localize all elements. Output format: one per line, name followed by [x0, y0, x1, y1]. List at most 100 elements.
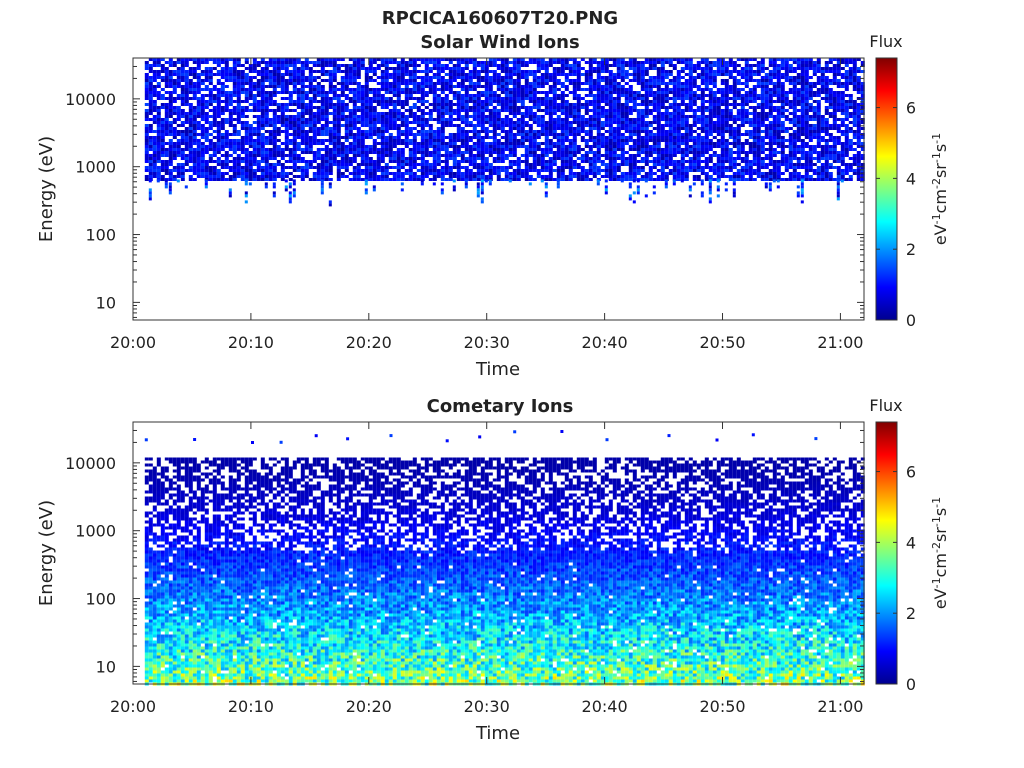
heatmap-cell [705, 124, 709, 127]
heatmap-cell [389, 118, 393, 121]
heatmap-cell [597, 73, 601, 76]
heatmap-cell [393, 67, 397, 70]
heatmap-cell [153, 139, 157, 142]
heatmap-cell [785, 118, 789, 121]
heatmap-cell [637, 112, 641, 115]
heatmap-cell [185, 91, 189, 94]
heatmap-cell [257, 109, 261, 112]
heatmap-cell [433, 100, 437, 103]
heatmap-cell [445, 94, 449, 97]
heatmap-cell [581, 82, 585, 85]
heatmap-cell [297, 73, 301, 76]
heatmap-cell [549, 121, 553, 124]
heatmap-cell [209, 139, 213, 142]
heatmap-cell [321, 157, 325, 160]
heatmap-cell [761, 130, 765, 133]
heatmap-cell [329, 121, 333, 124]
heatmap-cell [681, 109, 685, 112]
heatmap-cell [301, 85, 305, 88]
heatmap-cell [725, 82, 729, 85]
heatmap-cell [833, 79, 837, 82]
heatmap-cell [713, 124, 717, 127]
heatmap-cell [561, 133, 565, 136]
heatmap-cell [281, 157, 285, 160]
heatmap-cell [593, 79, 597, 82]
heatmap-cell [597, 130, 601, 133]
heatmap-cell [321, 124, 325, 127]
heatmap-cell [269, 103, 273, 106]
heatmap-cell [537, 64, 541, 67]
heatmap-cell [813, 124, 817, 127]
heatmap-cell [373, 88, 377, 91]
heatmap-cell [669, 145, 673, 148]
heatmap-cell [789, 127, 793, 130]
heatmap-cell [769, 127, 773, 130]
heatmap-cell [809, 127, 813, 130]
heatmap-cell [729, 85, 733, 88]
heatmap-cell [169, 73, 173, 76]
heatmap-cell [521, 61, 525, 64]
heatmap-cell [285, 67, 289, 70]
heatmap-cell [465, 61, 469, 64]
heatmap-cell [165, 148, 169, 151]
heatmap-cell [833, 70, 837, 73]
heatmap-cell [765, 115, 769, 118]
heatmap-cell [241, 145, 245, 148]
heatmap-cell [201, 106, 205, 109]
heatmap-cell [777, 76, 781, 79]
heatmap-cell [509, 70, 513, 73]
heatmap-cell [441, 64, 445, 67]
heatmap-cell [629, 88, 633, 91]
heatmap-cell [249, 85, 253, 88]
heatmap-cell [225, 157, 229, 160]
heatmap-cell [157, 136, 161, 139]
heatmap-cell [761, 70, 765, 73]
heatmap-cell [305, 124, 309, 127]
heatmap-cell [805, 91, 809, 94]
heatmap-cell [781, 142, 785, 145]
heatmap-cell [173, 73, 177, 76]
heatmap-cell [329, 85, 333, 88]
heatmap-cell [461, 118, 465, 121]
heatmap-cell [241, 112, 245, 115]
heatmap-cell [761, 67, 765, 70]
heatmap-cell [597, 121, 601, 124]
heatmap-cell [645, 142, 649, 145]
heatmap-cell [445, 118, 449, 121]
heatmap-cell [377, 82, 381, 85]
heatmap-cell [165, 151, 169, 154]
heatmap-cell [197, 82, 201, 85]
heatmap-cell [557, 79, 561, 82]
heatmap-cell [741, 121, 745, 124]
heatmap-cell [361, 142, 365, 145]
heatmap-cell [773, 85, 777, 88]
heatmap-cell [665, 70, 669, 73]
heatmap-cell [153, 148, 157, 151]
heatmap-cell [465, 133, 469, 136]
heatmap-cell [553, 91, 557, 94]
heatmap-cell [397, 112, 401, 115]
heatmap-cell [605, 79, 609, 82]
heatmap-cell [417, 115, 421, 118]
heatmap-cell [477, 121, 481, 124]
heatmap-cell [601, 154, 605, 157]
heatmap-cell [233, 157, 237, 160]
heatmap-cell [613, 157, 617, 160]
heatmap-cell [709, 127, 713, 130]
heatmap-cell [301, 127, 305, 130]
heatmap-cell [261, 118, 265, 121]
heatmap-cell [453, 64, 457, 67]
heatmap-cell [241, 106, 245, 109]
heatmap-cell [733, 127, 737, 130]
heatmap-cell [845, 142, 849, 145]
heatmap-cell [405, 127, 409, 130]
heatmap-cell [693, 124, 697, 127]
heatmap-cell [821, 157, 825, 160]
heatmap-cell [273, 76, 277, 79]
heatmap-cell [509, 154, 513, 157]
heatmap-cell [825, 109, 829, 112]
heatmap-cell [221, 121, 225, 124]
heatmap-cell [513, 85, 517, 88]
heatmap-cell [417, 109, 421, 112]
heatmap-cell [341, 118, 345, 121]
